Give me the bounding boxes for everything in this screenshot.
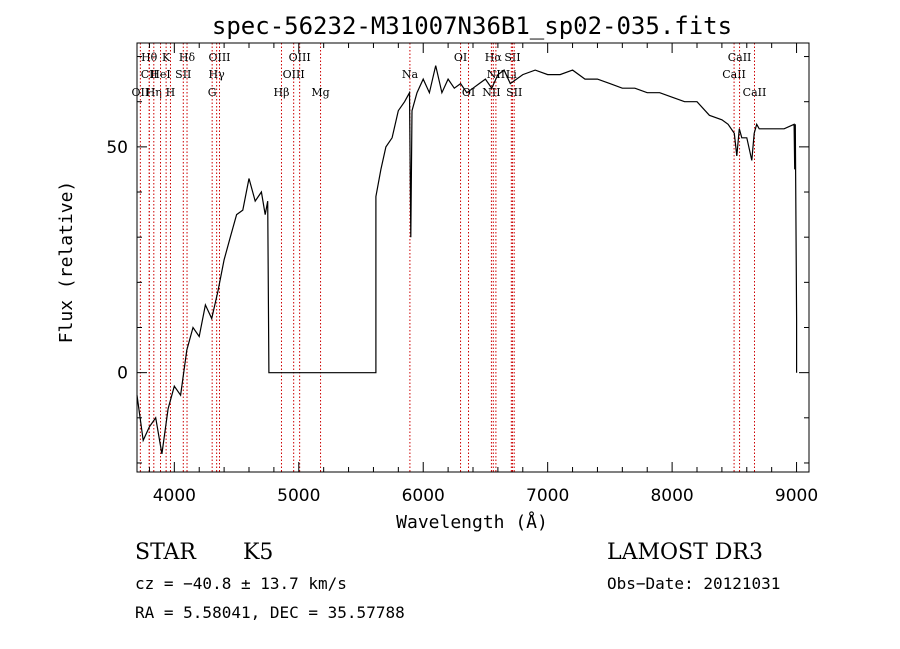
line-marker-label: SII <box>175 68 191 81</box>
line-marker-label: CaII <box>728 51 752 64</box>
y-axis-label: Flux (relative) <box>56 181 77 344</box>
line-marker-label: HeI <box>150 68 170 81</box>
line-marker-label: NII <box>487 68 505 81</box>
axes: 400050006000700080009000050100 <box>106 43 818 506</box>
line-marker-label: Mg <box>311 86 329 99</box>
flux-series-line <box>136 65 798 455</box>
line-marker-label: OI <box>454 51 467 64</box>
x-tick-label: 7000 <box>526 486 569 506</box>
x-tick-label: 4000 <box>153 486 196 506</box>
line-marker-label: G <box>208 86 217 99</box>
plot-frame <box>136 42 810 473</box>
x-tick-label: 9000 <box>775 486 818 506</box>
y-tick-label: 50 <box>106 138 128 158</box>
line-marker-label: Hγ <box>209 68 226 81</box>
line-marker-label: OIII <box>283 68 305 81</box>
x-tick-label: 6000 <box>402 486 445 506</box>
y-tick-label: 0 <box>117 364 128 384</box>
line-marker-label: Hα <box>485 51 503 64</box>
x-tick-label: 5000 <box>277 486 320 506</box>
line-marker-label: Na <box>402 68 419 81</box>
line-marker-label: Li <box>506 68 517 81</box>
line-marker-label: Hδ <box>179 51 196 64</box>
line-marker-label: H <box>166 86 176 99</box>
survey-name: LAMOST DR3 <box>607 540 763 565</box>
line-marker-label: Hβ <box>274 86 290 99</box>
redshift-velocity: cz = −40.8 ± 13.7 km/s <box>135 574 347 593</box>
object-class: STAR <box>135 540 196 565</box>
x-tick-label: 8000 <box>650 486 693 506</box>
line-marker-label: Hη <box>146 86 162 99</box>
line-marker-label: SII <box>506 86 522 99</box>
x-axis-label: Wavelength (Å) <box>396 511 548 533</box>
line-marker-label: CaII <box>743 86 767 99</box>
object-subclass: K5 <box>243 540 274 565</box>
line-marker-label: OII <box>132 86 150 99</box>
sky-coordinates: RA = 5.58041, DEC = 35.57788 <box>135 603 405 622</box>
line-marker-label: OIII <box>289 51 311 64</box>
line-marker-label: K <box>162 51 171 64</box>
line-marker-label: CaII <box>722 68 746 81</box>
line-marker-label: SII <box>504 51 520 64</box>
chart-title: spec-56232-M31007N36B1_sp02-035.fits <box>212 12 732 40</box>
observation-date: Obs−Date: 20121031 <box>607 574 781 593</box>
line-marker-label: OIII <box>208 51 230 64</box>
